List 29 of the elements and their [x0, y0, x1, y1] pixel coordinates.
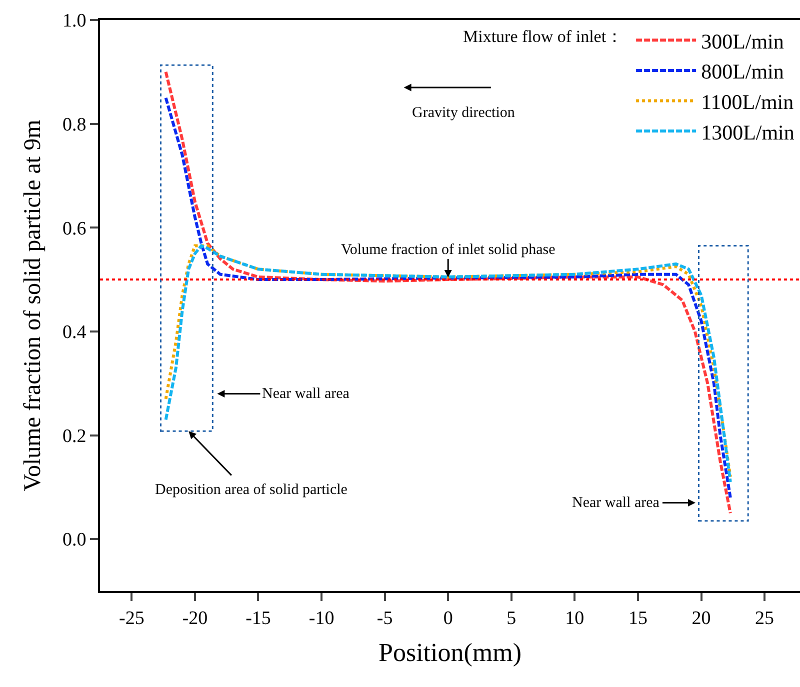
annotation: Volume fraction of inlet solid phase: [341, 242, 556, 258]
y-tick-label: 0.6: [62, 218, 86, 240]
x-tick-label: -10: [308, 608, 334, 629]
x-tick-label: 20: [692, 608, 711, 629]
x-axis-title: Position(mm): [378, 638, 522, 667]
annotation: Near wall area: [572, 495, 660, 511]
annotation: Gravity direction: [412, 105, 516, 121]
y-tick-label: 0.8: [62, 114, 86, 136]
y-tick-label: 0.0: [62, 530, 86, 551]
x-tick-label: 25: [755, 608, 774, 629]
annotation: Deposition area of solid particle: [155, 482, 348, 498]
x-tick-label: 10: [565, 608, 584, 629]
legend-title: Mixture flow of inlet：: [463, 27, 624, 46]
x-tick-label: -5: [376, 608, 393, 629]
x-tick-label: 5: [506, 608, 516, 629]
legend-label: 300L/min: [701, 29, 784, 54]
y-axis-title: Volume fraction of solid particle at 9m: [20, 119, 46, 492]
legend-label: 800L/min: [701, 60, 784, 84]
legend-label: 1300L/min: [701, 120, 795, 144]
y-tick-label: 1.0: [62, 10, 86, 32]
x-tick-label: -15: [246, 608, 271, 629]
x-tick-label: 0: [443, 608, 453, 629]
annotation: Near wall area: [262, 386, 350, 402]
x-tick-label: 15: [628, 608, 648, 629]
x-tick-label: -25: [118, 608, 144, 629]
legend-label: 1100L/min: [701, 90, 794, 114]
y-tick-label: 0.2: [62, 426, 86, 447]
y-tick-label: 0.4: [62, 322, 87, 344]
x-tick-label: -20: [182, 608, 208, 629]
